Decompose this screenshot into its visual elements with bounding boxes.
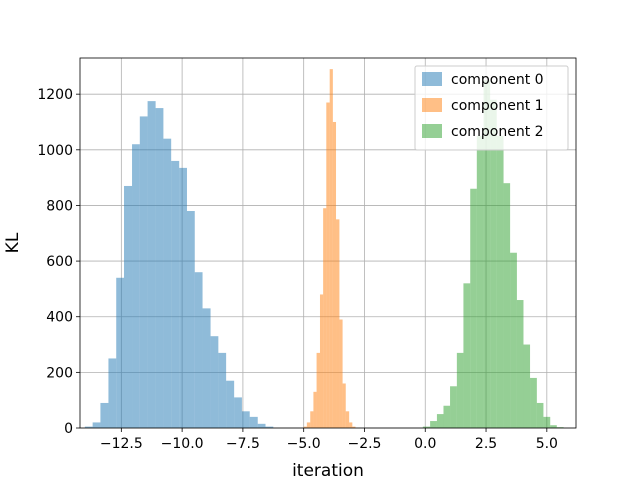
histogram-bar	[326, 102, 330, 428]
histogram-bar	[92, 422, 101, 428]
series-2-bars	[422, 80, 564, 429]
histogram-bar	[463, 283, 471, 428]
histogram-bar	[194, 272, 203, 428]
y-tick-label: 800	[46, 198, 73, 214]
x-tick-label: −7.5	[226, 436, 260, 452]
x-axis-ticks: −12.5 −10.0 −7.5 −5.0 −2.5 0.0 2.5 5.0	[100, 428, 558, 452]
legend-swatch	[422, 124, 442, 138]
histogram-bar	[163, 138, 172, 428]
histogram-bar	[265, 426, 274, 428]
histogram-bar	[332, 121, 337, 429]
legend-label: component 0	[451, 72, 544, 88]
histogram-bar	[550, 425, 557, 428]
histogram-bar	[249, 416, 258, 428]
y-tick-label: 1200	[37, 87, 73, 103]
histogram-bar	[139, 116, 148, 428]
x-tick-label: 5.0	[536, 436, 558, 452]
histogram-bar	[313, 391, 317, 428]
histogram-bar	[339, 319, 343, 428]
y-tick-label: 200	[46, 365, 73, 381]
x-tick-label: 2.5	[475, 436, 497, 452]
histogram-bar	[116, 277, 125, 428]
x-tick-label: −2.5	[347, 436, 381, 452]
histogram-bar	[310, 411, 314, 428]
histogram-bar	[536, 402, 544, 428]
x-tick-label: 0.0	[414, 436, 436, 452]
histogram-bar	[210, 336, 219, 428]
histogram-bar	[329, 69, 333, 429]
histogram-bar	[218, 352, 227, 428]
histogram-bar	[510, 252, 517, 428]
histogram-bar	[316, 352, 320, 428]
histogram-bar	[430, 421, 437, 428]
x-axis-label: iteration	[292, 461, 364, 480]
series-0-bars	[84, 101, 274, 429]
histogram-bar	[100, 402, 109, 428]
histogram-bar	[202, 308, 211, 428]
y-tick-label: 0	[64, 421, 73, 437]
histogram-bar	[345, 411, 350, 428]
histogram-bar	[257, 423, 266, 428]
histogram-bar	[490, 99, 497, 429]
histogram-bar	[234, 397, 242, 428]
x-tick-label: −12.5	[100, 436, 143, 452]
x-tick-label: −10.0	[161, 436, 204, 452]
legend-label: component 2	[451, 124, 544, 140]
histogram-bar	[436, 414, 444, 428]
histogram-bar	[456, 352, 464, 428]
y-tick-label: 600	[46, 254, 73, 270]
histogram-bar	[336, 219, 340, 428]
histogram-bar	[186, 211, 195, 428]
histogram-bar	[303, 426, 307, 428]
histogram-bars	[84, 69, 564, 429]
histogram-bar	[352, 426, 356, 428]
histogram-bar	[349, 422, 353, 428]
histogram-bar	[108, 358, 117, 428]
histogram-bar	[323, 208, 327, 428]
histogram-bar	[306, 422, 311, 428]
histogram-bar	[523, 344, 531, 428]
histogram-bar	[543, 416, 551, 428]
legend-swatch	[422, 72, 442, 86]
histogram-bar	[171, 160, 180, 429]
y-axis-label: KL	[3, 232, 23, 253]
legend-frame	[414, 65, 569, 151]
histogram-bar	[422, 426, 431, 428]
legend-label: component 1	[451, 98, 544, 114]
histogram-bar	[155, 108, 164, 428]
histogram-bar	[450, 386, 457, 428]
y-tick-label: 1000	[37, 143, 73, 159]
histogram-bar	[516, 300, 524, 428]
y-tick-label: 400	[46, 310, 73, 326]
legend-swatch	[422, 98, 442, 112]
histogram-bar	[443, 405, 451, 428]
histogram-bar	[496, 135, 504, 429]
histogram-bar	[342, 383, 346, 428]
series-1-bars	[303, 69, 356, 429]
histogram-bar	[319, 294, 324, 428]
histogram-bar	[530, 377, 537, 428]
histogram-bar	[132, 144, 140, 428]
histogram-bar	[147, 101, 156, 428]
histogram-bar	[179, 167, 187, 429]
y-axis-ticks: 0 200 400 600 800 1000 1200	[37, 87, 80, 437]
histogram-bar	[124, 185, 133, 428]
x-tick-label: −5.0	[287, 436, 321, 452]
histogram-bar	[483, 80, 491, 428]
histogram-bar	[84, 426, 93, 428]
histogram-bar	[503, 183, 511, 428]
legend: component 0 component 1 component 2	[414, 65, 569, 151]
histogram-bar	[556, 427, 564, 428]
histogram-bar	[470, 188, 477, 428]
histogram-bar	[241, 411, 250, 428]
histogram-bar	[226, 380, 235, 428]
histogram-bar	[476, 135, 484, 429]
plot-frame	[79, 57, 577, 429]
